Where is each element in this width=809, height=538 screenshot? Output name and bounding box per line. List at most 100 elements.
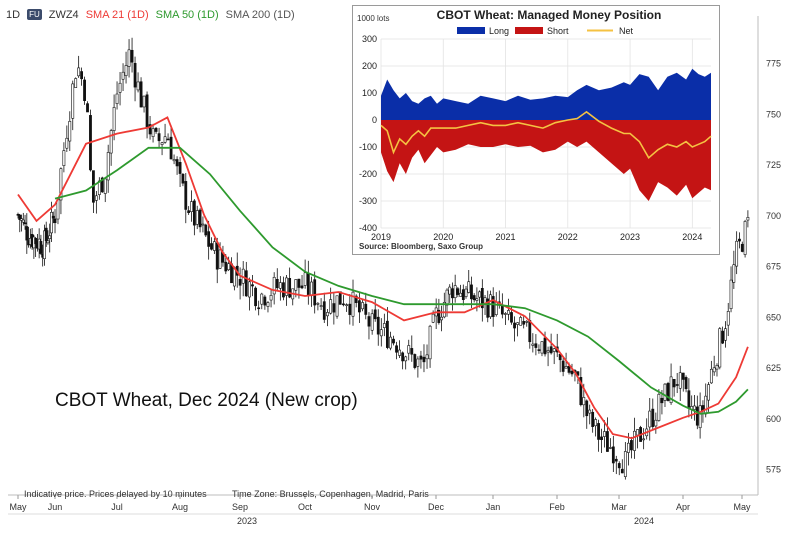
- candle-body: [660, 397, 664, 404]
- symbol-label[interactable]: ZWZ4: [48, 9, 79, 21]
- candle-body: [157, 133, 161, 142]
- candle-body: [567, 365, 571, 373]
- candle-body: [71, 83, 75, 119]
- candle-body: [163, 136, 167, 143]
- candle-body: [617, 463, 621, 469]
- candle-body: [724, 328, 727, 341]
- candle-body: [181, 173, 185, 184]
- candle-body: [726, 311, 730, 326]
- sma21-line: [17, 116, 749, 440]
- y-tick-label: 725: [766, 160, 781, 170]
- candle-body: [326, 312, 329, 317]
- x-tick-label: Oct: [298, 502, 313, 512]
- inset-x-tick-label: 2022: [558, 232, 578, 242]
- candle-body: [266, 302, 270, 307]
- candle-body: [190, 201, 193, 213]
- candle-body: [500, 304, 504, 315]
- candle-body: [626, 442, 630, 453]
- y-tick-label: 575: [766, 465, 781, 475]
- candle-body: [746, 217, 750, 221]
- candle-body: [419, 355, 423, 360]
- candle-body: [461, 289, 465, 300]
- candle-body: [735, 240, 739, 267]
- candle-body: [695, 406, 699, 426]
- candle-body: [247, 281, 251, 298]
- candle-body: [475, 298, 479, 301]
- candle-body: [657, 393, 661, 421]
- candle-body: [227, 263, 231, 271]
- delay-note: Indicative price. Prices delayed by 10 m…: [24, 489, 207, 499]
- candle-body: [606, 431, 609, 452]
- candle-body: [100, 177, 104, 193]
- candle-body: [48, 235, 52, 239]
- candle-body: [489, 294, 492, 318]
- inset-x-tick-label: 2024: [682, 232, 702, 242]
- candle-body: [112, 107, 116, 131]
- candle-body: [306, 273, 310, 296]
- candle-body: [77, 67, 81, 77]
- sma50-line: [54, 146, 749, 415]
- inset-source: Source: Bloomberg, Saxo Group: [359, 242, 483, 251]
- y-tick-label: 625: [766, 363, 781, 373]
- legend-swatch: [457, 27, 485, 34]
- candle-body: [121, 71, 125, 80]
- chart-header: 1D FU ZWZ4 SMA 21 (1D) SMA 50 (1D) SMA 200 (1…: [6, 9, 302, 21]
- candle-body: [21, 219, 25, 223]
- candle-body: [738, 238, 741, 242]
- candle-body: [407, 345, 411, 354]
- candle-body: [398, 349, 401, 356]
- candle-body: [351, 291, 355, 317]
- candles: [16, 37, 750, 480]
- candle-body: [525, 321, 529, 323]
- legend-label: Net: [619, 26, 634, 36]
- candle-body: [666, 383, 670, 401]
- candle-body: [510, 312, 513, 323]
- legend-sma21[interactable]: SMA 21 (1D): [85, 9, 149, 21]
- inset-y-tick-label: -200: [359, 169, 377, 179]
- legend-sma50[interactable]: SMA 50 (1D): [155, 9, 219, 21]
- candle-body: [127, 49, 131, 67]
- candle-body: [212, 241, 216, 251]
- candle-body: [297, 278, 301, 288]
- candle-body: [681, 372, 685, 380]
- candle-body: [422, 356, 426, 363]
- candle-body: [507, 310, 510, 315]
- candle-body: [275, 279, 279, 289]
- candle-body: [693, 405, 696, 410]
- candle-body: [187, 210, 191, 213]
- candle-body: [585, 400, 589, 417]
- candle-body: [316, 303, 320, 305]
- candle-body: [285, 277, 288, 296]
- x-tick-label: Apr: [676, 502, 690, 512]
- candle-body: [707, 384, 710, 401]
- x-tick-label: Nov: [364, 502, 381, 512]
- short-area: [381, 120, 711, 201]
- inset-y-tick-label: 0: [372, 115, 377, 125]
- timeframe-label[interactable]: 1D: [6, 9, 21, 21]
- candle-body: [364, 303, 368, 315]
- candle-body: [675, 384, 679, 386]
- candle-body: [178, 162, 182, 174]
- inset-y-tick-label: -300: [359, 196, 377, 206]
- candle-body: [44, 227, 48, 241]
- candle-body: [56, 199, 60, 220]
- legend-sma200[interactable]: SMA 200 (1D): [225, 9, 295, 21]
- x-tick-label: Feb: [549, 502, 565, 512]
- candle-body: [603, 431, 606, 437]
- candle-body: [431, 313, 435, 323]
- candle-body: [392, 338, 395, 344]
- candle-body: [145, 94, 149, 129]
- inset-y-tick-label: 100: [362, 88, 377, 98]
- candle-body: [633, 430, 636, 451]
- candle-body: [361, 302, 364, 310]
- price-axes: [8, 16, 759, 496]
- candle-body: [68, 121, 72, 142]
- candle-body: [124, 65, 128, 76]
- candle-body: [623, 451, 627, 477]
- candle-body: [43, 230, 46, 260]
- candle-body: [516, 322, 519, 325]
- y-tick-label: 700: [766, 211, 781, 221]
- candle-body: [118, 82, 122, 93]
- candle-body: [278, 282, 282, 289]
